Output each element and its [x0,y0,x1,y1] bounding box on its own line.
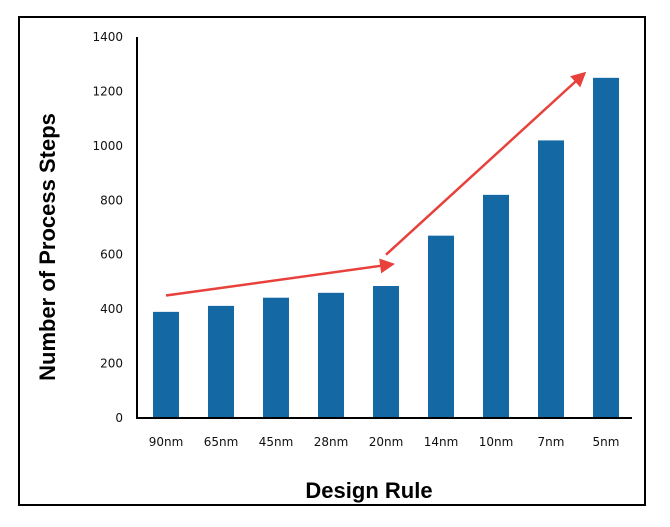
x-tick-label: 45nm [259,435,294,449]
x-tick-label: 20nm [369,435,404,449]
x-tick-label: 10nm [479,435,514,449]
x-tick-labels: 90nm 65nm 45nm 28nm 20nm 14nm 10nm 7nm 5nm [149,435,620,449]
y-tick-label: 200 [100,357,123,371]
bar-7nm [538,140,564,418]
trend-arrows [165,71,587,297]
y-tick-label: 1200 [92,84,123,98]
bar-5nm [593,77,619,419]
y-tick-label: 1400 [92,30,123,44]
bar-14nm [428,235,454,418]
y-tick-label: 1000 [92,139,123,153]
x-tick-label: 28nm [314,435,349,449]
y-axis-title: Number of Process Steps [35,113,60,381]
x-tick-label: 5nm [593,435,620,449]
trend-arrow [165,258,395,297]
bar-28nm [318,292,344,418]
trend-arrow [385,71,587,256]
bar-90nm [153,311,179,418]
x-tick-label: 14nm [424,435,459,449]
y-tick-label: 600 [100,248,123,262]
y-tick-label: 400 [100,302,123,316]
bar-20nm [373,286,399,418]
bars-group [153,77,619,419]
x-tick-label: 7nm [538,435,565,449]
bar-10nm [483,194,509,418]
bar-65nm [208,305,234,418]
y-tick-label: 800 [100,193,123,207]
x-axis-title: Design Rule [305,478,432,503]
x-tick-label: 90nm [149,435,184,449]
y-tick-labels: 0 200 400 600 800 1000 1200 1400 [92,30,123,425]
y-tick-label: 0 [115,411,123,425]
x-tick-label: 65nm [204,435,239,449]
bar-45nm [263,297,289,418]
